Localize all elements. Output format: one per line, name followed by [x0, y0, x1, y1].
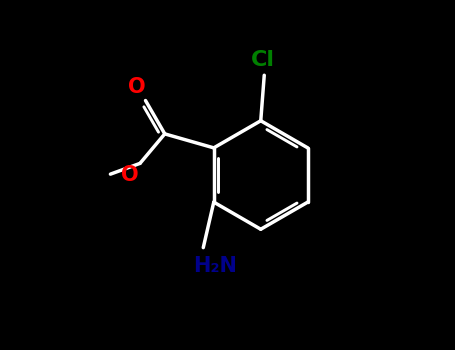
Text: O: O [121, 165, 138, 185]
Text: H₂N: H₂N [193, 256, 238, 276]
Text: Cl: Cl [251, 50, 274, 70]
Text: O: O [128, 77, 146, 97]
